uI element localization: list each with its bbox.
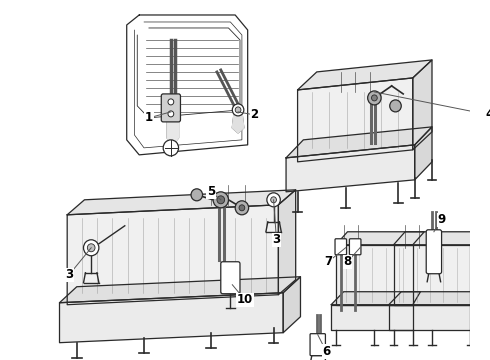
Circle shape — [239, 205, 245, 211]
Polygon shape — [232, 112, 244, 133]
Polygon shape — [336, 245, 413, 305]
Text: 10: 10 — [237, 293, 253, 306]
Circle shape — [368, 91, 381, 105]
Circle shape — [83, 240, 99, 256]
Text: 3: 3 — [65, 268, 73, 281]
Circle shape — [191, 189, 202, 201]
Polygon shape — [389, 305, 470, 330]
Circle shape — [168, 111, 174, 117]
Polygon shape — [331, 305, 413, 330]
Circle shape — [232, 104, 244, 116]
Polygon shape — [283, 277, 300, 333]
Polygon shape — [286, 127, 432, 158]
Polygon shape — [59, 277, 300, 303]
Polygon shape — [286, 145, 415, 192]
FancyBboxPatch shape — [335, 239, 346, 255]
FancyBboxPatch shape — [221, 262, 240, 294]
Circle shape — [87, 244, 95, 252]
Polygon shape — [167, 120, 178, 145]
Circle shape — [168, 99, 174, 105]
Circle shape — [267, 193, 280, 207]
Text: 4: 4 — [486, 108, 490, 121]
Circle shape — [163, 140, 178, 156]
FancyBboxPatch shape — [426, 230, 441, 274]
Polygon shape — [297, 60, 432, 90]
Text: 9: 9 — [438, 213, 446, 226]
Polygon shape — [415, 127, 432, 180]
Polygon shape — [393, 232, 482, 245]
Text: 2: 2 — [250, 108, 258, 121]
Text: 5: 5 — [207, 185, 215, 198]
FancyBboxPatch shape — [349, 239, 361, 255]
Polygon shape — [297, 78, 413, 162]
Circle shape — [217, 196, 224, 204]
Polygon shape — [278, 190, 295, 295]
Polygon shape — [336, 232, 424, 245]
Circle shape — [235, 107, 241, 113]
Circle shape — [371, 95, 377, 101]
Circle shape — [235, 201, 248, 215]
Circle shape — [270, 197, 276, 203]
Text: 8: 8 — [343, 255, 352, 268]
Polygon shape — [67, 190, 295, 215]
Polygon shape — [413, 60, 432, 150]
Text: 6: 6 — [322, 345, 331, 358]
Polygon shape — [389, 292, 478, 305]
FancyBboxPatch shape — [310, 334, 325, 356]
Polygon shape — [331, 292, 420, 305]
Circle shape — [390, 100, 401, 112]
FancyBboxPatch shape — [161, 94, 180, 122]
Text: 1: 1 — [145, 111, 153, 125]
Polygon shape — [393, 245, 470, 305]
Polygon shape — [59, 293, 283, 343]
Polygon shape — [67, 205, 278, 305]
Text: 3: 3 — [272, 233, 281, 246]
Circle shape — [213, 192, 228, 208]
Text: 7: 7 — [324, 255, 332, 268]
